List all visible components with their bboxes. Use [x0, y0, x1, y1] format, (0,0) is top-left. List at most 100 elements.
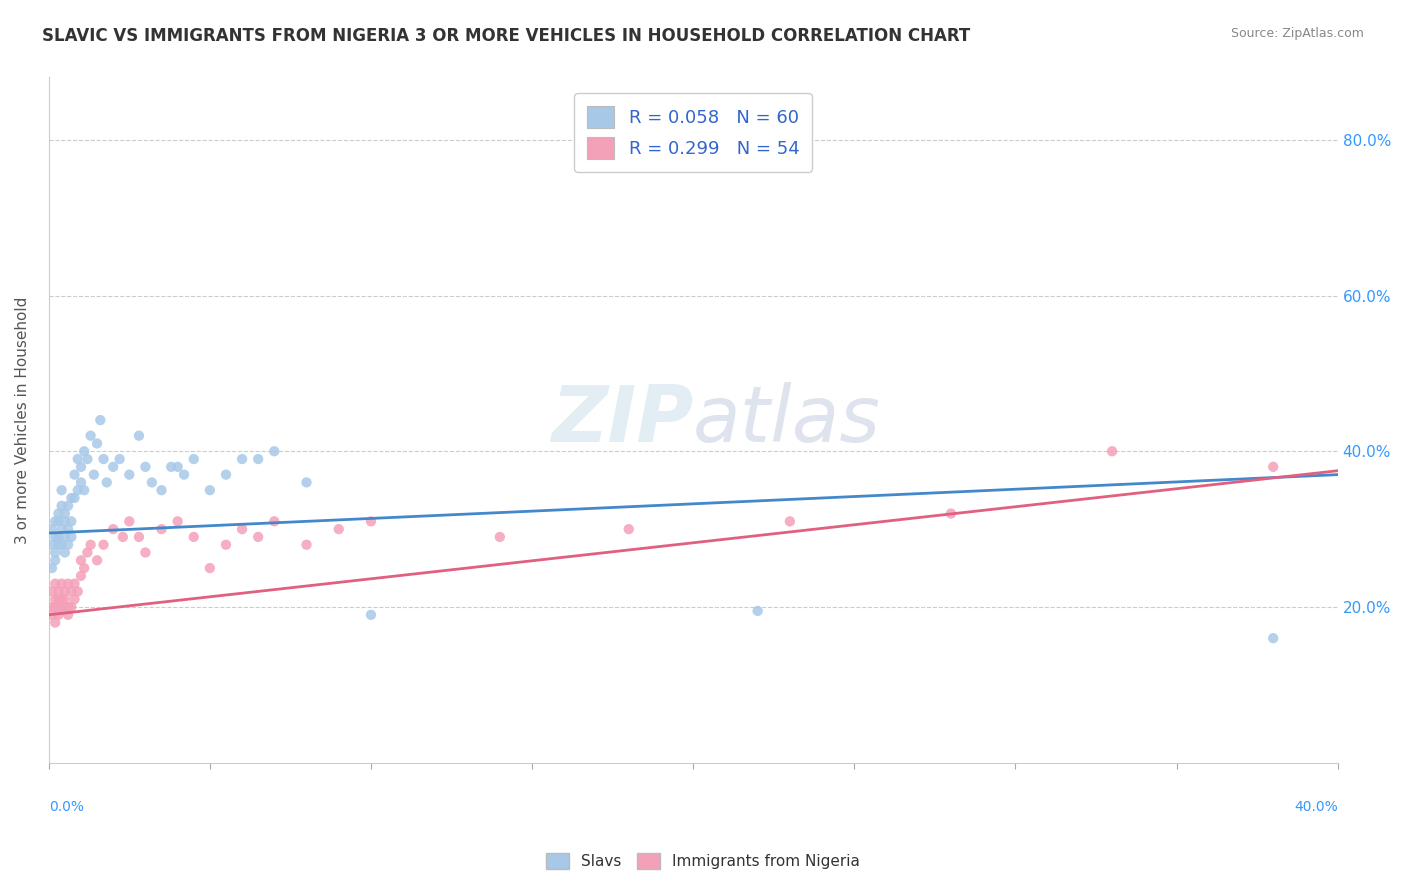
Point: [198, 561, 221, 575]
Point: [160, 459, 183, 474]
Point: [247, 530, 270, 544]
Point: [70, 569, 93, 583]
Point: [73, 561, 96, 575]
Point: [747, 604, 769, 618]
Point: [96, 475, 118, 490]
Point: [60, 491, 83, 505]
Point: [53, 600, 76, 615]
Point: [128, 530, 150, 544]
Point: [76, 452, 98, 467]
Point: [66, 584, 89, 599]
Point: [93, 538, 115, 552]
Point: [83, 467, 105, 482]
Point: [779, 514, 801, 528]
Point: [51, 483, 73, 498]
Point: [295, 538, 318, 552]
Point: [150, 483, 173, 498]
Point: [66, 452, 89, 467]
Point: [263, 444, 285, 458]
Point: [247, 452, 270, 467]
Point: [48, 584, 70, 599]
Y-axis label: 3 or more Vehicles in Household: 3 or more Vehicles in Household: [15, 296, 30, 544]
Point: [70, 553, 93, 567]
Point: [41, 538, 63, 552]
Point: [56, 576, 79, 591]
Point: [53, 545, 76, 559]
Point: [48, 592, 70, 607]
Text: atlas: atlas: [693, 382, 882, 458]
Point: [118, 514, 141, 528]
Point: [56, 607, 79, 622]
Point: [295, 475, 318, 490]
Point: [44, 592, 66, 607]
Point: [76, 545, 98, 559]
Point: [53, 507, 76, 521]
Point: [86, 553, 108, 567]
Point: [48, 530, 70, 544]
Point: [44, 514, 66, 528]
Point: [183, 452, 205, 467]
Point: [48, 514, 70, 528]
Point: [263, 514, 285, 528]
Point: [51, 538, 73, 552]
Legend: Slavs, Immigrants from Nigeria: Slavs, Immigrants from Nigeria: [540, 847, 866, 875]
Text: 40.0%: 40.0%: [1294, 800, 1337, 814]
Text: ZIP: ZIP: [551, 382, 693, 458]
Point: [60, 584, 83, 599]
Point: [51, 600, 73, 615]
Point: [41, 600, 63, 615]
Point: [939, 507, 962, 521]
Point: [51, 592, 73, 607]
Point: [44, 545, 66, 559]
Point: [198, 483, 221, 498]
Point: [63, 467, 86, 482]
Point: [60, 514, 83, 528]
Point: [44, 615, 66, 630]
Point: [489, 530, 512, 544]
Point: [41, 522, 63, 536]
Point: [141, 475, 163, 490]
Point: [89, 413, 111, 427]
Point: [231, 452, 253, 467]
Point: [56, 499, 79, 513]
Point: [360, 607, 382, 622]
Point: [1101, 444, 1123, 458]
Point: [108, 452, 131, 467]
Point: [51, 522, 73, 536]
Point: [60, 600, 83, 615]
Point: [134, 459, 156, 474]
Point: [56, 538, 79, 552]
Point: [51, 499, 73, 513]
Point: [44, 576, 66, 591]
Point: [41, 607, 63, 622]
Point: [60, 530, 83, 544]
Point: [328, 522, 350, 536]
Point: [51, 576, 73, 591]
Point: [215, 538, 238, 552]
Point: [70, 475, 93, 490]
Point: [128, 428, 150, 442]
Point: [44, 600, 66, 615]
Point: [48, 507, 70, 521]
Point: [53, 592, 76, 607]
Point: [53, 530, 76, 544]
Point: [56, 600, 79, 615]
Point: [215, 467, 238, 482]
Point: [150, 522, 173, 536]
Point: [63, 592, 86, 607]
Point: [73, 483, 96, 498]
Point: [617, 522, 640, 536]
Point: [183, 530, 205, 544]
Point: [53, 584, 76, 599]
Point: [48, 600, 70, 615]
Point: [53, 514, 76, 528]
Point: [1263, 459, 1285, 474]
Point: [79, 538, 101, 552]
Point: [79, 428, 101, 442]
Text: Source: ZipAtlas.com: Source: ZipAtlas.com: [1230, 27, 1364, 40]
Point: [70, 459, 93, 474]
Point: [173, 467, 195, 482]
Point: [103, 522, 125, 536]
Text: 0.0%: 0.0%: [49, 800, 84, 814]
Point: [73, 444, 96, 458]
